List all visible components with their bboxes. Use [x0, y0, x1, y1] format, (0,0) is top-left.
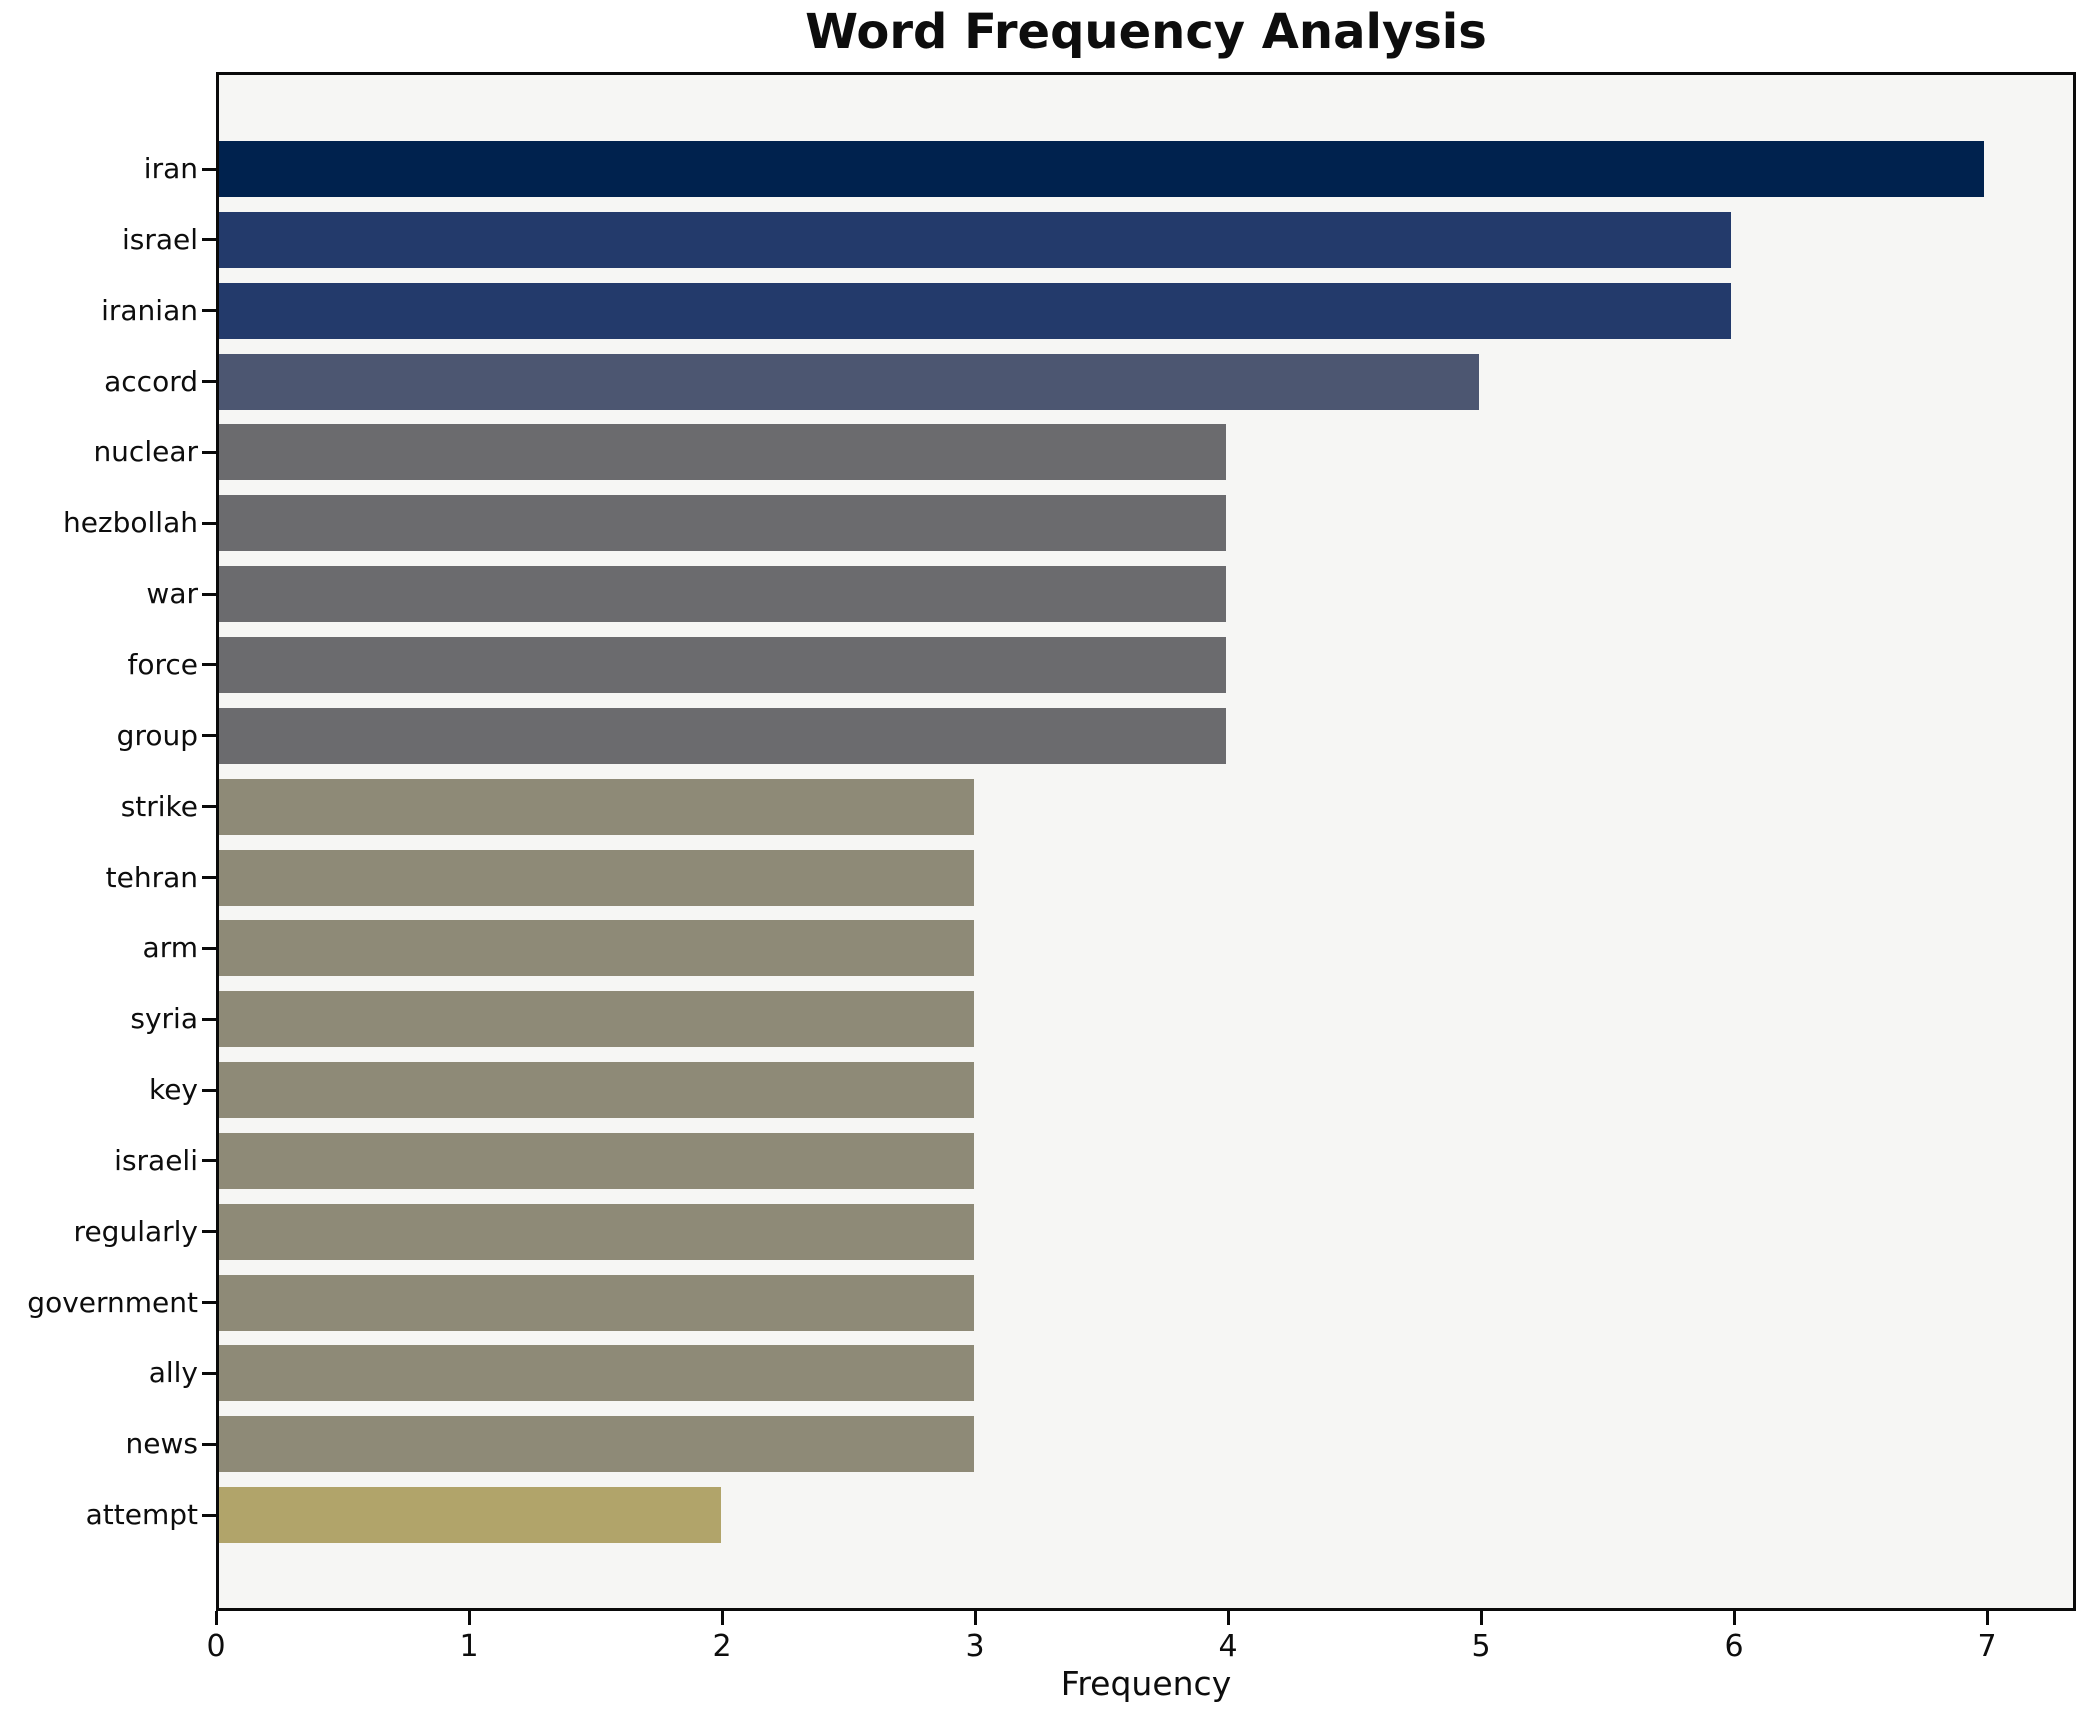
y-tick-mark — [202, 876, 216, 879]
bar-war — [219, 566, 1226, 623]
bar-key — [219, 1062, 974, 1119]
y-tick-mark — [202, 946, 216, 950]
x-tick-label-6: 6 — [1724, 1629, 1744, 1664]
x-tick-label-4: 4 — [1218, 1629, 1238, 1664]
bar-iranian — [219, 282, 1731, 339]
y-tick-mark — [202, 1301, 216, 1305]
y-tick-label-hezbollah: hezbollah — [62, 506, 198, 540]
x-axis-label: Frequency — [1060, 1664, 1232, 1703]
bar-tehran — [219, 849, 974, 906]
y-tick-label-israeli: israeli — [114, 1143, 198, 1177]
y-tick-label-nuclear: nuclear — [93, 435, 198, 469]
x-tick-mark — [720, 1611, 724, 1625]
y-tick-label-israel: israel — [121, 222, 198, 256]
y-tick-label-government: government — [27, 1285, 198, 1319]
y-tick-mark — [202, 805, 216, 809]
x-tick-mark — [1226, 1611, 1230, 1625]
bar-hezbollah — [219, 495, 1226, 552]
y-tick-label-ally: ally — [148, 1356, 198, 1390]
bar-iran — [219, 141, 1984, 197]
y-tick-mark — [202, 1513, 216, 1517]
x-tick-label-1: 1 — [459, 1629, 479, 1664]
y-tick-mark — [202, 1159, 216, 1163]
bar-accord — [219, 353, 1479, 410]
y-tick-label-arm: arm — [142, 931, 198, 965]
y-tick-mark — [202, 1088, 216, 1092]
y-tick-label-iranian: iranian — [101, 293, 198, 327]
x-tick-label-3: 3 — [965, 1629, 985, 1664]
y-tick-mark — [202, 521, 216, 525]
bar-attempt — [219, 1487, 721, 1544]
bar-news — [219, 1416, 974, 1473]
x-tick-label-0: 0 — [206, 1629, 226, 1664]
y-tick-label-accord: accord — [104, 364, 198, 398]
bar-arm — [219, 920, 974, 977]
bar-nuclear — [219, 424, 1226, 481]
y-tick-mark — [202, 1230, 216, 1234]
x-tick-label-2: 2 — [712, 1629, 732, 1664]
y-tick-label-group: group — [116, 718, 198, 752]
x-tick-mark — [1732, 1611, 1736, 1625]
y-tick-mark — [202, 1017, 216, 1021]
x-tick-label-5: 5 — [1471, 1629, 1491, 1664]
x-tick-mark — [214, 1611, 218, 1625]
y-tick-mark — [202, 450, 216, 454]
bar-ally — [219, 1345, 974, 1402]
y-tick-label-war: war — [146, 577, 198, 611]
x-tick-label-7: 7 — [1977, 1629, 1997, 1664]
x-tick-mark — [1479, 1611, 1483, 1625]
bar-syria — [219, 991, 974, 1048]
x-tick-mark — [973, 1611, 977, 1625]
bar-israeli — [219, 1132, 974, 1189]
bar-israel — [219, 211, 1731, 268]
y-tick-label-news: news — [125, 1427, 198, 1461]
y-tick-label-strike: strike — [120, 789, 198, 823]
y-tick-label-iran: iran — [143, 152, 198, 185]
y-tick-mark — [202, 380, 216, 384]
x-tick-mark — [1985, 1611, 1989, 1625]
y-tick-mark — [202, 592, 216, 596]
bar-regularly — [219, 1203, 974, 1260]
y-tick-label-force: force — [127, 647, 198, 681]
y-tick-label-key: key — [148, 1073, 198, 1107]
y-tick-label-regularly: regularly — [73, 1214, 198, 1248]
y-tick-mark — [202, 238, 216, 242]
y-tick-label-syria: syria — [130, 1002, 198, 1036]
y-tick-mark — [202, 1371, 216, 1375]
x-tick-mark — [467, 1611, 471, 1625]
bar-strike — [219, 778, 974, 835]
y-tick-mark — [202, 167, 216, 171]
bar-group — [219, 707, 1226, 764]
y-tick-mark — [202, 309, 216, 313]
y-tick-mark — [202, 663, 216, 667]
y-tick-mark — [202, 1442, 216, 1446]
y-tick-label-tehran: tehran — [105, 860, 198, 894]
y-tick-label-attempt: attempt — [85, 1498, 198, 1532]
chart-title: Word Frequency Analysis — [805, 4, 1487, 60]
y-tick-mark — [202, 734, 216, 738]
bar-government — [219, 1274, 974, 1331]
bar-force — [219, 636, 1226, 693]
